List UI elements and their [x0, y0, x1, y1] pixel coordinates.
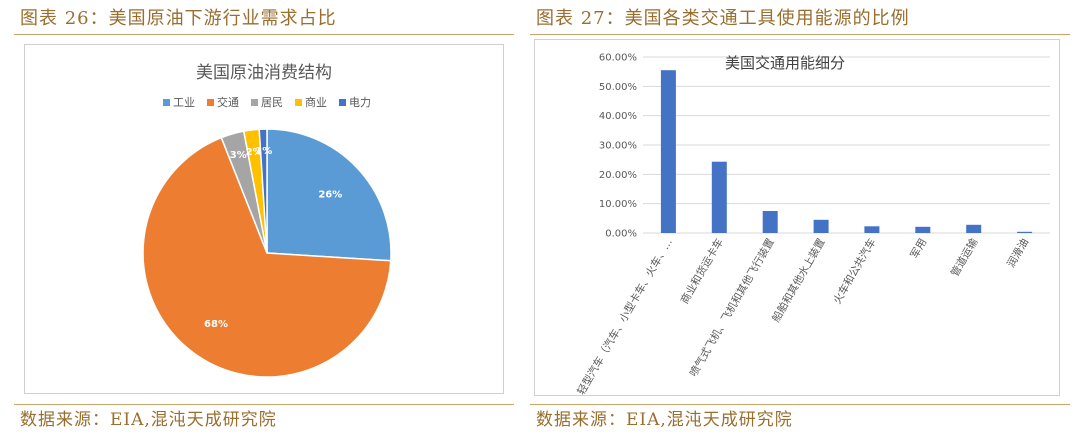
bar-y-tick-label: 60.00%	[599, 53, 637, 64]
right-source-rule	[530, 404, 1070, 405]
pie-slice	[266, 128, 392, 262]
pie-legend-item: 商业	[295, 95, 327, 109]
bar-x-tick-label: 军用	[909, 237, 930, 261]
pie-slice	[258, 128, 268, 254]
bar-y-tick-label: 50.00%	[599, 82, 637, 93]
pie-legend-swatch	[163, 99, 170, 106]
bar	[915, 226, 931, 233]
pie-chart-title: 美国原油消费结构	[196, 63, 332, 83]
pie-legend-item: 工业	[163, 96, 195, 109]
bar	[762, 211, 778, 233]
bar-x-tick-label: 喷气式飞机、飞机和其他飞行装置	[687, 236, 777, 379]
pie-data-label: 1%	[255, 146, 272, 157]
pie-legend-swatch	[207, 99, 214, 106]
pie-legend-label: 居民	[261, 96, 283, 109]
bar-y-tick-label: 20.00%	[599, 170, 637, 181]
left-figure-source: 数据来源：EIA,混沌天成研究院	[20, 410, 277, 430]
bar-y-tick-label: 10.00%	[599, 199, 637, 210]
bar-x-tick-label: 润滑油	[1004, 236, 1031, 270]
bar-y-tick-label: 40.00%	[599, 111, 637, 122]
bar-y-tick-label: 0.00%	[605, 229, 637, 240]
pie-legend-label: 电力	[349, 96, 371, 109]
bar-x-tick-label: 轻型汽车（汽车、小型卡车、火车、…	[574, 236, 675, 395]
pie-data-label: 68%	[204, 319, 228, 330]
bar	[711, 161, 727, 233]
pie-legend-item: 交通	[207, 95, 239, 109]
pie-legend-label: 商业	[305, 95, 327, 109]
right-figure-caption: 图表 27：美国各类交通工具使用能源的比例	[536, 8, 910, 29]
pie-legend-swatch	[251, 99, 258, 106]
pie-legend-swatch	[339, 99, 346, 106]
left-caption-rule	[14, 34, 514, 35]
pie-legend-label: 交通	[217, 95, 239, 109]
left-source-rule	[14, 404, 514, 405]
pie-data-label: 26%	[318, 190, 342, 201]
pie-slice	[142, 136, 392, 378]
pie-data-label: 3%	[230, 150, 247, 161]
bar-x-tick-label: 火车和公共汽车	[830, 236, 878, 306]
pie-data-label: 2%	[246, 147, 263, 158]
bar-x-tick-label: 商业和货运卡车	[678, 236, 726, 306]
pie-legend-swatch	[295, 99, 302, 106]
bar-x-tick-label: 管道运输	[948, 236, 981, 279]
pie-chart-box: 美国原油消费结构 工业 交通 居民 商业 电力 26% 68% 3% 2% 1%	[24, 44, 504, 394]
bar	[966, 224, 982, 233]
bar-x-tick-label: 船舶和其他水上装置	[769, 236, 828, 324]
bar	[660, 70, 676, 233]
pie-legend-item: 电力	[339, 96, 371, 109]
bar-chart-title: 美国交通用能细分	[725, 54, 845, 72]
right-figure-source: 数据来源：EIA,混沌天成研究院	[536, 410, 793, 430]
bar-chart-box: 0.00% 10.00% 20.00% 30.00% 40.00% 50.00% 60.00…	[534, 39, 1060, 397]
pie-legend-label: 工业	[173, 96, 195, 109]
right-caption-rule	[530, 34, 1070, 35]
pie-legend-item: 居民	[251, 96, 283, 109]
bar	[813, 219, 829, 233]
bar-y-tick-label: 30.00%	[599, 141, 637, 152]
bar-chart: 0.00% 10.00% 20.00% 30.00% 40.00% 50.00% 60.00…	[574, 53, 1050, 397]
bar	[1017, 231, 1033, 233]
bar	[864, 226, 880, 233]
left-figure-caption: 图表 26：美国原油下游行业需求占比	[20, 8, 337, 29]
